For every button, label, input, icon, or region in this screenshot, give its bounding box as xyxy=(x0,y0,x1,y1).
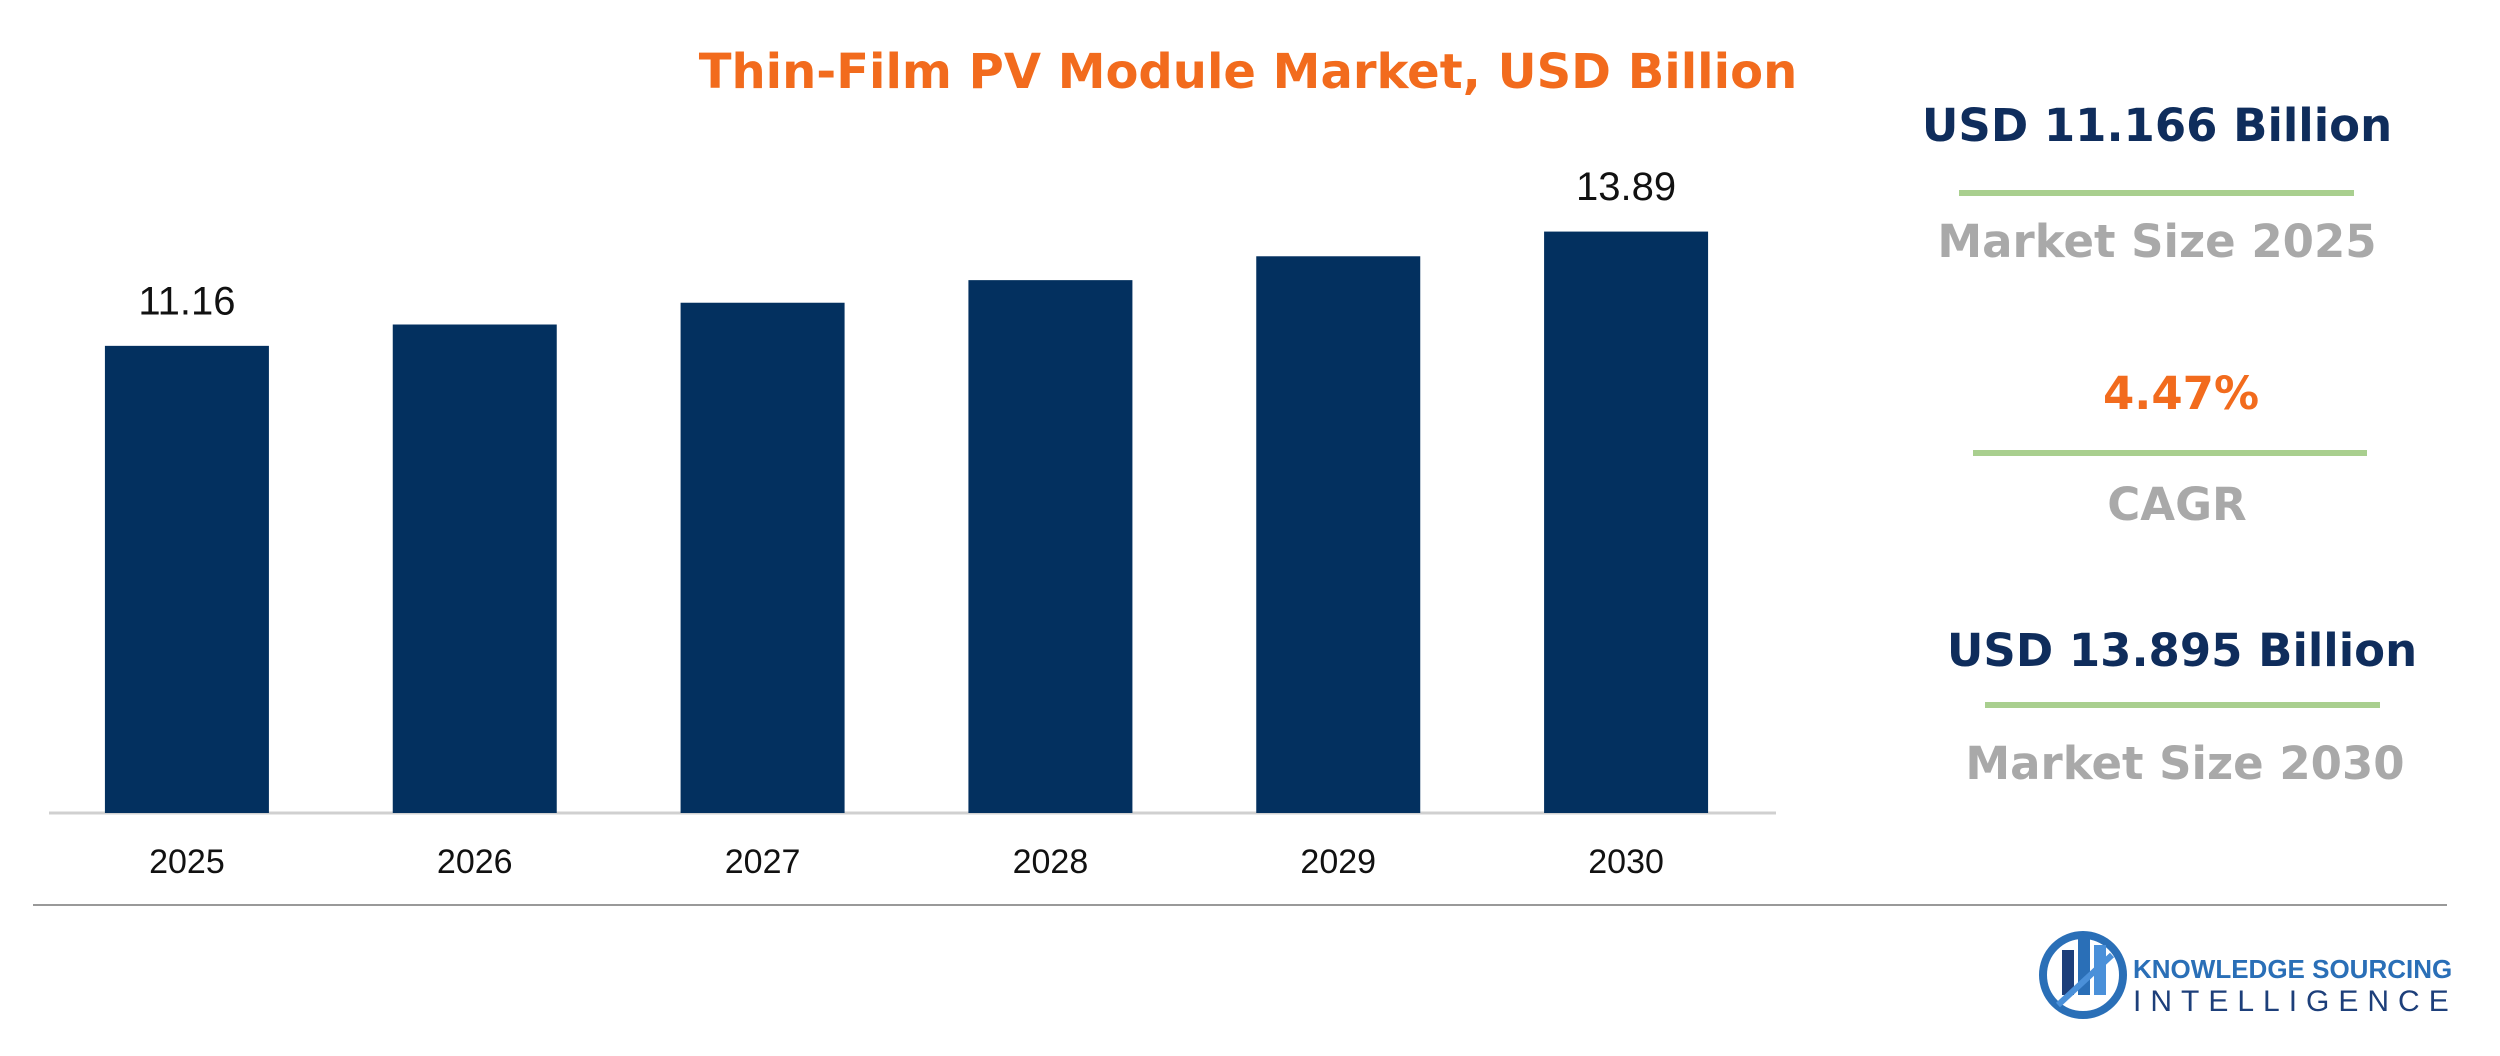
logo-text: KNOWLEDGE SOURCING xyxy=(2133,954,2452,984)
highlight-label: Market Size 2025 xyxy=(1937,215,2376,268)
highlight-label: Market Size 2030 xyxy=(1965,737,2404,790)
highlight-value: USD 13.895 Billion xyxy=(1947,624,2417,677)
bar xyxy=(1256,256,1421,813)
highlight-value: 4.47% xyxy=(2103,367,2259,420)
value-label: 11.16 xyxy=(138,279,235,323)
x-tick-label: 2026 xyxy=(437,843,513,881)
x-tick-label: 2025 xyxy=(149,843,225,881)
highlight-label: CAGR xyxy=(2107,478,2246,531)
value-label: 13.89 xyxy=(1576,165,1676,209)
bar xyxy=(1544,231,1709,813)
x-tick-label: 2029 xyxy=(1300,843,1376,881)
x-tick-label: 2030 xyxy=(1588,843,1664,881)
bar xyxy=(968,280,1133,813)
bar xyxy=(104,345,269,813)
x-tick-label: 2027 xyxy=(725,843,801,881)
bar xyxy=(680,302,845,813)
bar xyxy=(392,324,557,813)
x-tick-label: 2028 xyxy=(1013,843,1089,881)
logo-text: INTELLIGENCE xyxy=(2133,985,2458,1018)
logo-icon xyxy=(2039,931,2127,1019)
chart-title: Thin-Film PV Module Market, USD Billion xyxy=(699,44,1797,100)
highlight-value: USD 11.166 Billion xyxy=(1922,99,2392,152)
